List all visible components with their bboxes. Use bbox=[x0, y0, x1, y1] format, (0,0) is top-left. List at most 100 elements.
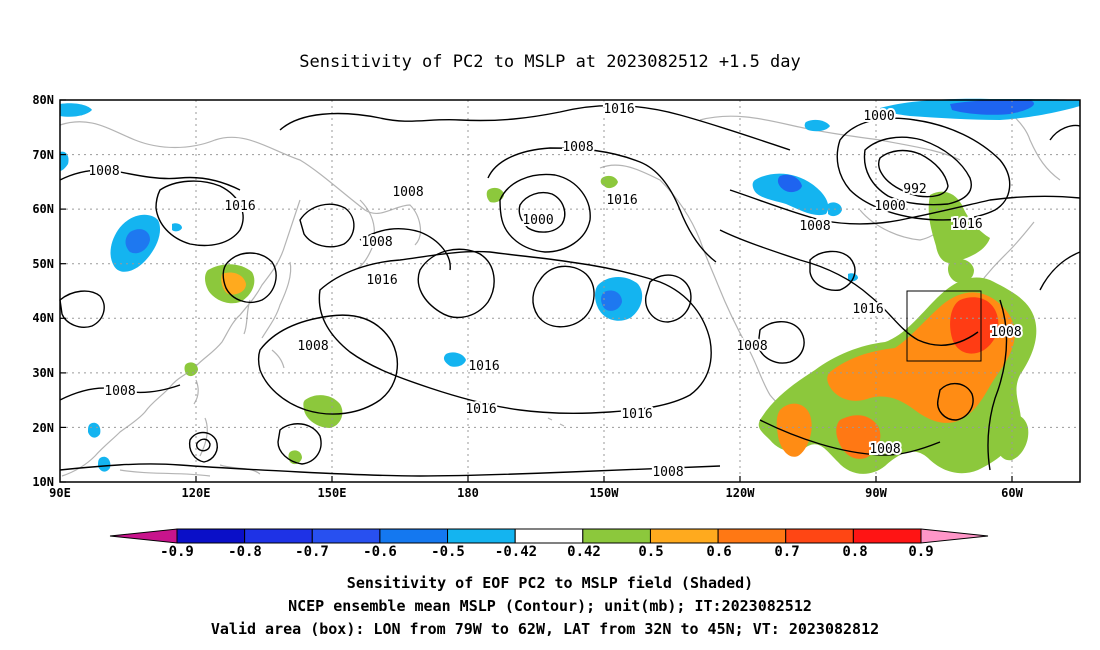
lon-tick-label: 60W bbox=[1001, 486, 1023, 500]
colorbar-box bbox=[176, 528, 246, 544]
contour-line bbox=[188, 431, 218, 463]
colorbar-box bbox=[582, 528, 651, 544]
lat-tick-label: 20N bbox=[32, 421, 54, 435]
contour-label: 1008 bbox=[104, 384, 135, 399]
contour-label: 1016 bbox=[468, 359, 499, 374]
contour-line bbox=[277, 423, 322, 465]
colorbar-label: -0.7 bbox=[295, 544, 329, 560]
colorbar-label: -0.6 bbox=[363, 544, 397, 560]
contour-line bbox=[518, 191, 566, 233]
shade-positive-hudson bbox=[928, 191, 990, 264]
contour-line bbox=[318, 250, 712, 415]
contour-label: 1008 bbox=[297, 339, 328, 354]
shade-negative-mongolia-dark bbox=[125, 229, 150, 254]
colorbar-boxes bbox=[176, 528, 922, 544]
contour-line bbox=[487, 147, 717, 263]
shade-negative-canada bbox=[752, 173, 829, 216]
lon-tick-label: 120E bbox=[182, 486, 211, 500]
colorbar-labels: -0.9 -0.8 -0.7 -0.6 -0.5 -0.42 0.42 0.5 … bbox=[160, 544, 934, 560]
contour-label: 1008 bbox=[652, 465, 683, 480]
contour-label: 1016 bbox=[366, 273, 397, 288]
contour-line bbox=[645, 274, 692, 323]
colorbar-label: 0.5 bbox=[638, 544, 663, 560]
contour-label: 1016 bbox=[951, 217, 982, 232]
map-panel: 1016 1008 1000 992 1000 1000 1016 1008 1… bbox=[32, 93, 1081, 500]
shade-negative-small-9 bbox=[172, 223, 182, 232]
colorbar: -0.9 -0.8 -0.7 -0.6 -0.5 -0.42 0.42 0.5 … bbox=[109, 528, 989, 560]
mslp-contours bbox=[59, 104, 1081, 477]
contour-line bbox=[836, 117, 1011, 221]
caption-line-2: NCEP ensemble mean MSLP (Contour); unit(… bbox=[288, 597, 812, 615]
shade-positive-small-2 bbox=[600, 175, 618, 189]
lat-tick-label: 50N bbox=[32, 257, 54, 271]
contour-line bbox=[757, 321, 805, 364]
shade-negative-canada-dark bbox=[777, 174, 802, 193]
contour-label: 992 bbox=[903, 182, 926, 197]
taiwan-philippines bbox=[193, 379, 208, 457]
colorbar-label: 0.7 bbox=[774, 544, 799, 560]
lon-tick-label: 120W bbox=[726, 486, 756, 500]
longitude-tick-labels: 90E 120E 150E 180 150W 120W 90W 60W bbox=[49, 486, 1023, 500]
lon-tick-label: 180 bbox=[457, 486, 479, 500]
colorbar-high-extension bbox=[920, 528, 989, 544]
caption-line-3: Valid area (box): LON from 79W to 62W, L… bbox=[211, 620, 879, 638]
contour-line bbox=[987, 299, 1008, 471]
lon-tick-label: 150W bbox=[590, 486, 620, 500]
contour-label: 1008 bbox=[990, 325, 1021, 340]
contour-line bbox=[359, 228, 451, 271]
colorbar-box bbox=[244, 528, 313, 544]
contour-line bbox=[809, 250, 856, 291]
colorbar-box bbox=[649, 528, 719, 544]
hawaii bbox=[547, 417, 565, 427]
contour-line bbox=[222, 252, 277, 304]
contour-line bbox=[59, 384, 181, 401]
contour-label: 1016 bbox=[224, 199, 255, 214]
lat-tick-label: 30N bbox=[32, 366, 54, 380]
colorbar-box bbox=[785, 528, 854, 544]
contour-label: 1016 bbox=[852, 302, 883, 317]
contour-label: 1016 bbox=[465, 402, 496, 417]
shade-negative-small-1 bbox=[443, 352, 466, 367]
contour-label: 1016 bbox=[603, 102, 634, 117]
contour-label: 1008 bbox=[392, 185, 423, 200]
contour-line bbox=[257, 314, 399, 415]
contour-label: 1008 bbox=[361, 235, 392, 250]
figure-title: Sensitivity of PC2 to MSLP at 2023082512… bbox=[299, 52, 801, 72]
colorbar-box bbox=[447, 528, 516, 544]
shade-negative-small-3 bbox=[60, 103, 92, 117]
shade-positive-gulf bbox=[776, 403, 812, 457]
lon-tick-label: 90W bbox=[865, 486, 887, 500]
contour-line bbox=[937, 383, 974, 421]
contour-line bbox=[59, 290, 105, 328]
contour-label: 1016 bbox=[621, 407, 652, 422]
contour-line bbox=[279, 104, 791, 151]
colorbar-box bbox=[379, 528, 449, 544]
contour-line bbox=[299, 203, 355, 248]
shade-positive-small-6 bbox=[948, 259, 974, 283]
colorbar-label: 0.9 bbox=[908, 544, 933, 560]
lat-tick-label: 10N bbox=[32, 475, 54, 489]
latitude-tick-labels: 80N 70N 60N 50N 40N 30N 20N 10N bbox=[32, 93, 54, 489]
contour-labels: 1016 1008 1000 992 1000 1000 1016 1008 1… bbox=[86, 100, 1023, 482]
graticule bbox=[60, 100, 1080, 482]
contour-label: 1000 bbox=[522, 213, 553, 228]
colorbar-label: -0.5 bbox=[431, 544, 465, 560]
colorbar-box bbox=[311, 528, 381, 544]
contour-label: 1000 bbox=[863, 109, 894, 124]
colorbar-label: 0.42 bbox=[567, 544, 601, 560]
valid-area-box bbox=[906, 290, 982, 362]
contour-line bbox=[532, 265, 595, 328]
contour-label: 1008 bbox=[736, 339, 767, 354]
shade-negative-small-5 bbox=[98, 456, 111, 472]
contour-line bbox=[155, 180, 244, 247]
lon-tick-label: 150E bbox=[318, 486, 347, 500]
shade-negative-small-4 bbox=[88, 422, 101, 438]
colorbar-label: -0.9 bbox=[160, 544, 194, 560]
contour-line bbox=[863, 136, 972, 206]
contour-line bbox=[195, 438, 211, 452]
colorbar-label: -0.8 bbox=[228, 544, 262, 560]
contour-line bbox=[417, 248, 495, 319]
kamchatka bbox=[353, 199, 375, 271]
caption-line-1: Sensitivity of EOF PC2 to MSLP field (Sh… bbox=[347, 574, 753, 592]
lat-tick-label: 60N bbox=[32, 202, 54, 216]
